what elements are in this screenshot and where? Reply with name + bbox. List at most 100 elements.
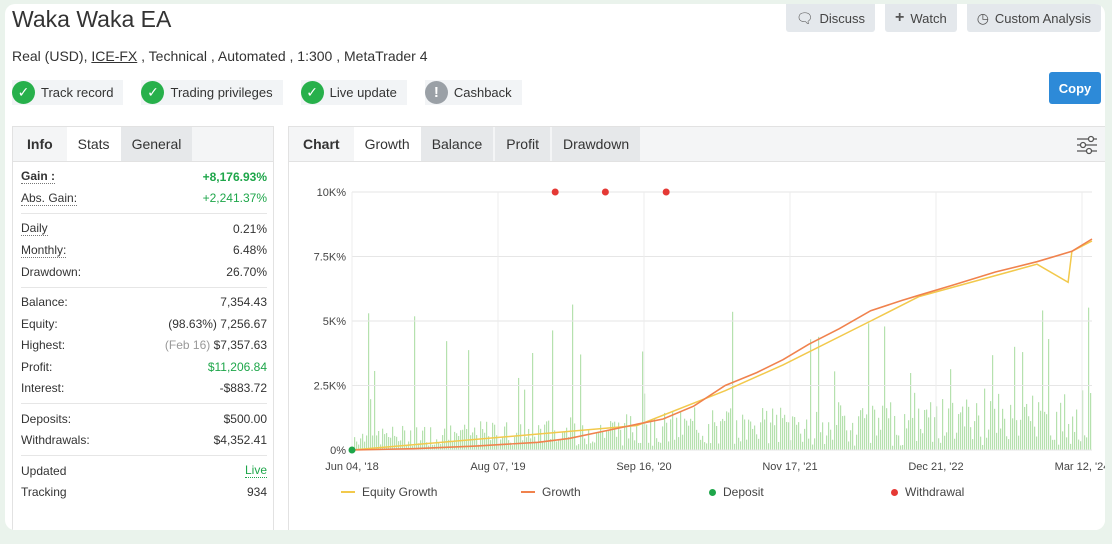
- daily-label[interactable]: Daily: [21, 221, 48, 237]
- activity-bar: [1060, 402, 1062, 450]
- activity-bar: [940, 442, 942, 450]
- activity-bar: [518, 377, 520, 450]
- legend-deposit[interactable]: Deposit: [709, 485, 891, 499]
- activity-bar: [710, 443, 712, 450]
- activity-bar: [922, 433, 924, 450]
- legend-swatch: [521, 491, 535, 493]
- chart-panel: Chart Growth Balance Profit Drawdown 0% 2…: [288, 126, 1105, 530]
- activity-bar: [436, 439, 438, 450]
- monthly-label[interactable]: Monthly:: [21, 242, 67, 258]
- activity-bar: [718, 443, 720, 450]
- activity-bar: [1034, 426, 1036, 450]
- activity-bar: [978, 415, 980, 450]
- activity-bar: [624, 423, 626, 450]
- activity-bar: [1016, 420, 1018, 450]
- badge-trading-privileges[interactable]: ✓ Trading privileges: [141, 80, 283, 105]
- activity-bar: [1064, 394, 1066, 450]
- activity-bar: [560, 439, 562, 450]
- activity-bar: [948, 408, 950, 450]
- activity-bar: [1044, 411, 1046, 450]
- activity-bar: [750, 421, 752, 450]
- watch-button[interactable]: + Watch: [884, 4, 957, 32]
- activity-bar: [604, 437, 606, 450]
- custom-analysis-button[interactable]: ◷ Custom Analysis: [966, 4, 1101, 32]
- activity-bar: [774, 425, 776, 450]
- activity-bar: [958, 414, 960, 450]
- badge-cashback[interactable]: ! Cashback: [424, 80, 522, 105]
- activity-bar: [488, 436, 490, 450]
- abs-gain-value: +2,241.37%: [202, 191, 267, 206]
- chart-series: [351, 238, 1093, 451]
- activity-bar: [660, 442, 662, 450]
- activity-bar: [818, 336, 820, 450]
- activity-bar: [1082, 390, 1084, 450]
- activity-bar: [758, 438, 760, 450]
- badge-live-update[interactable]: ✓ Live update: [300, 80, 407, 105]
- legend-equity-growth[interactable]: Equity Growth: [341, 485, 521, 499]
- activity-bar: [714, 422, 716, 450]
- equity-percent: (98.63%): [168, 316, 217, 331]
- abs-gain-label[interactable]: Abs. Gain:: [21, 190, 78, 206]
- badge-track-record[interactable]: ✓ Track record: [12, 80, 124, 105]
- tab-info[interactable]: Info: [27, 136, 53, 152]
- activity-bar: [404, 430, 406, 450]
- stat-equity: Equity: (98.63%) 7,256.67: [21, 313, 267, 335]
- activity-bar: [568, 436, 570, 450]
- activity-bar: [448, 439, 450, 450]
- activity-bar: [868, 323, 870, 450]
- tab-general[interactable]: General: [120, 127, 193, 161]
- page-title: Waka Waka EA: [12, 6, 172, 32]
- activity-bar: [934, 417, 936, 450]
- activity-bar: [468, 350, 470, 450]
- tab-drawdown[interactable]: Drawdown: [551, 127, 641, 161]
- activity-bar: [850, 430, 852, 450]
- activity-bar: [678, 437, 680, 450]
- copy-button[interactable]: Copy: [1049, 72, 1101, 104]
- legend-growth[interactable]: Growth: [521, 485, 709, 499]
- discuss-button[interactable]: 🗨 Discuss: [785, 4, 875, 32]
- activity-bars: [354, 304, 1092, 450]
- activity-bar: [926, 409, 928, 450]
- activity-bar: [386, 433, 388, 450]
- activity-bar: [790, 440, 792, 450]
- check-icon: ✓: [12, 81, 35, 104]
- activity-bar: [976, 403, 978, 450]
- tab-profit[interactable]: Profit: [495, 127, 550, 161]
- activity-bar: [1014, 346, 1016, 450]
- divider: [21, 403, 267, 404]
- tab-stats[interactable]: Stats: [66, 127, 121, 161]
- activity-bar: [476, 435, 478, 450]
- chart-settings-icon[interactable]: [1076, 135, 1098, 155]
- updated-value[interactable]: Live: [244, 463, 267, 479]
- activity-bar: [1006, 436, 1008, 450]
- x-tick-label: Nov 17, '21: [762, 461, 817, 473]
- activity-bar: [676, 417, 678, 450]
- activity-bar: [370, 399, 372, 450]
- growth-chart[interactable]: 0% 2.5K% 5K% 7.5K% 10K% Jun 04, '18 Aug 07, '1…: [289, 163, 1105, 483]
- activity-bar: [452, 441, 454, 450]
- gain-label[interactable]: Gain :: [21, 169, 56, 185]
- activity-bar: [882, 405, 884, 450]
- activity-bar: [708, 424, 710, 450]
- activity-bar: [496, 435, 498, 450]
- activity-bar: [760, 422, 762, 450]
- activity-bar: [388, 437, 390, 450]
- legend-withdrawal[interactable]: Withdrawal: [891, 485, 964, 499]
- activity-bar: [984, 388, 986, 450]
- divider: [21, 455, 267, 456]
- tab-balance[interactable]: Balance: [420, 127, 494, 161]
- x-tick-label: Dec 21, '22: [908, 461, 963, 473]
- activity-bar: [1004, 418, 1006, 450]
- activity-bar: [530, 438, 532, 450]
- activity-bar: [422, 430, 424, 450]
- activity-bar: [618, 422, 620, 450]
- activity-bar: [780, 407, 782, 450]
- broker-link[interactable]: ICE-FX: [91, 48, 138, 64]
- tab-growth[interactable]: Growth: [353, 127, 421, 161]
- x-tick-label: Sep 16, '20: [616, 461, 671, 473]
- activity-bar: [1036, 436, 1038, 450]
- activity-bar: [626, 414, 628, 450]
- tab-chart[interactable]: Chart: [303, 136, 340, 152]
- discuss-label: Discuss: [819, 10, 865, 26]
- deposits-label: Deposits:: [21, 411, 72, 426]
